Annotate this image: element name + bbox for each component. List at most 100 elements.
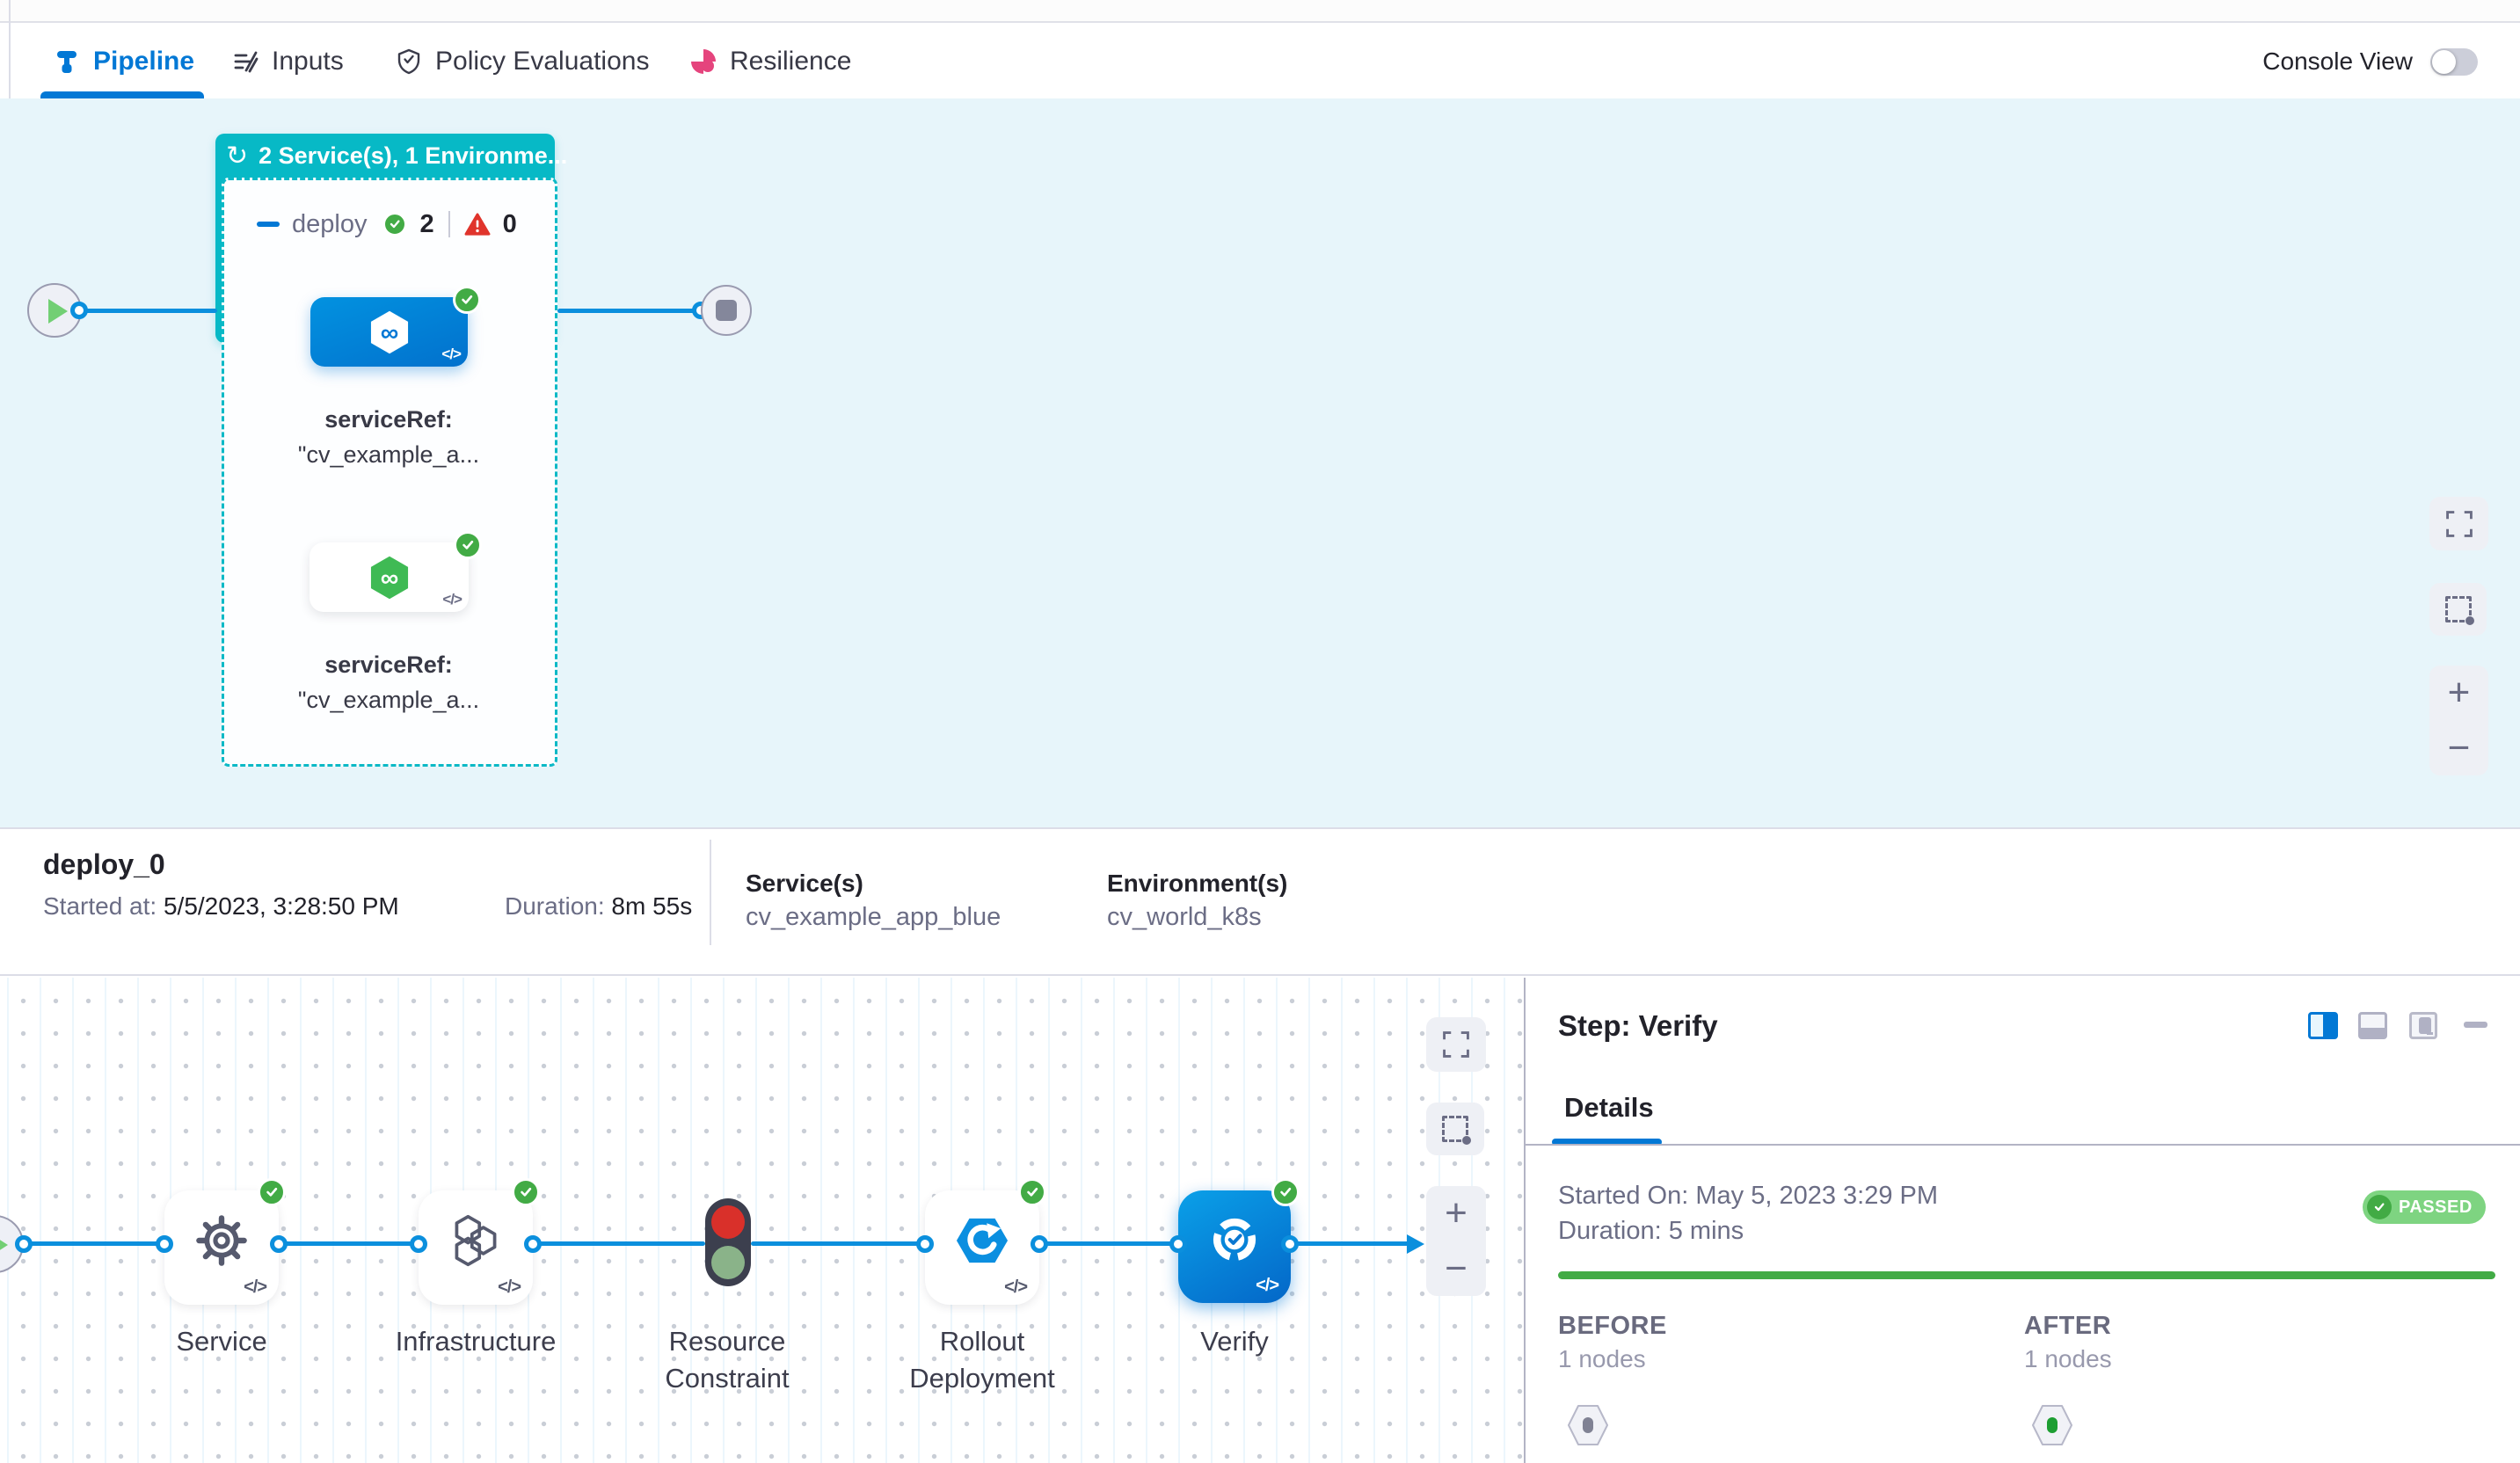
step-node-resource-constraint[interactable] [705,1198,751,1286]
rollout-icon [956,1219,1009,1263]
after-node-hexagon[interactable] [2032,1403,2072,1452]
tab-policy-evaluations[interactable]: Policy Evaluations [395,25,649,98]
success-check-icon [382,212,408,237]
tab-resilience-label: Resilience [730,47,852,76]
stage-title: deploy_0 [43,848,165,880]
status-success-badge [454,531,482,559]
status-success-badge [512,1178,540,1206]
console-view-label: Console View [2262,47,2413,75]
started-at-label: Started at: [43,892,157,920]
layout-right-panel-button[interactable] [2308,1012,2338,1039]
step-node-service[interactable]: </> [164,1178,286,1305]
harness-service-icon: ∞ [370,556,408,599]
before-label: BEFORE [1558,1312,1667,1340]
services-value[interactable]: cv_example_app_blue [746,903,1001,931]
fit-to-screen-button[interactable] [2429,497,2488,550]
collapse-icon[interactable] [257,222,280,227]
verify-icon [1213,1219,1256,1262]
step-panel-title: Step: Verify [1558,1009,1718,1042]
connector-line [29,1241,164,1246]
zoom-out-button[interactable]: − [1445,1246,1468,1290]
yaml-code-icon: </> [244,1277,267,1297]
pipeline-end-node[interactable] [701,285,752,336]
service-ref-label: serviceRef: [324,406,453,433]
warning-triangle-icon [464,213,491,236]
status-passed-label: PASSED [2399,1197,2473,1217]
service-node-blue[interactable]: ∞ </> [310,286,481,367]
connector-port [1281,1235,1299,1253]
before-node-hexagon[interactable] [1568,1403,1608,1452]
connector-port [410,1235,427,1253]
tab-details[interactable]: Details [1564,1092,1654,1123]
tab-bar: Pipeline Inputs Policy Evaluations [0,25,2520,98]
layout-bottom-panel-button[interactable] [2358,1012,2387,1039]
console-view-toggle[interactable] [2430,47,2478,76]
step-node-verify[interactable]: </> [1178,1178,1300,1303]
environments-value[interactable]: cv_world_k8s [1107,903,1262,931]
layout-floating-panel-button[interactable] [2409,1012,2437,1039]
console-view-control: Console View [2262,25,2478,98]
active-tab-underline [40,91,204,98]
tab-inputs-label: Inputs [272,47,344,76]
step-node-infrastructure[interactable]: </> [419,1178,540,1305]
pipeline-icon [57,51,76,73]
step-details-panel: Step: Verify Details Started On: May 5, … [1526,978,2520,1463]
inputs-icon [234,51,259,73]
panel-divider[interactable] [1524,978,1526,1463]
tab-policy-evaluations-label: Policy Evaluations [435,47,650,76]
summary-divider [710,840,711,945]
selection-icon [1442,1116,1471,1145]
yaml-code-icon: </> [498,1277,521,1297]
hexagon-node-icon [2032,1405,2072,1445]
play-icon [0,1233,8,1257]
zoom-in-button[interactable]: + [1445,1191,1468,1235]
tab-inputs[interactable]: Inputs [231,25,344,98]
step-duration: Duration: 5 mins [1558,1217,1744,1245]
toggle-knob [2432,49,2456,74]
zoom-in-button[interactable]: + [2447,671,2471,715]
hexagons-icon [455,1215,497,1267]
minimize-panel-button[interactable] [2464,1022,2487,1028]
expand-icon [1443,1031,1469,1058]
service-ref-value: "cv_example_a... [297,687,480,713]
connector-port [524,1235,542,1253]
hexagon-node-icon [1568,1405,1608,1445]
fit-to-screen-button[interactable] [1426,1017,1486,1072]
step-label-infrastructure: Infrastructure [395,1326,557,1357]
tab-resilience[interactable]: Resilience [689,25,851,98]
stop-icon [716,300,737,321]
step-label-service: Service [176,1326,267,1357]
connector-port [156,1235,173,1253]
box-select-button[interactable] [2429,583,2487,636]
after-node-count: 1 nodes [2024,1345,2112,1372]
harness-service-icon: ∞ [370,310,408,353]
traffic-light-green [711,1246,745,1279]
status-success-badge [1271,1178,1300,1206]
pipeline-stage-canvas[interactable]: ↻ 2 Service(s), 1 Environme... deploy 2 … [0,98,2520,827]
zoom-out-button[interactable]: − [2447,725,2471,769]
expand-icon [2445,510,2473,537]
stage-group-box[interactable] [222,178,557,767]
status-success-badge [453,286,481,314]
box-select-button[interactable] [1426,1103,1484,1155]
selection-icon [2444,596,2474,625]
resilience-icon [691,49,716,74]
duration-label: Duration: [505,892,605,920]
stage-matrix-header: ↻ 2 Service(s), 1 Environme... [226,142,567,170]
execution-canvas[interactable]: </> Service </> [0,978,1524,1463]
stage-deploy-row[interactable]: deploy 2 0 [257,208,517,240]
step-label-resource-constraint: Resource Constraint [665,1326,790,1394]
started-at-value: 5/5/2023, 3:28:50 PM [163,892,399,920]
connector-port [916,1235,934,1253]
services-heading: Service(s) [746,870,863,897]
connector-port [15,1235,33,1253]
service-node-green[interactable]: ∞ </> [310,531,482,612]
verification-progress-bar [1558,1271,2495,1279]
window-top-strip [0,0,2520,23]
step-node-rollout-deployment[interactable]: </> [925,1178,1046,1305]
yaml-code-icon: </> [1004,1277,1028,1297]
failed-count: 0 [502,209,517,238]
tab-pipeline[interactable]: Pipeline [40,25,204,98]
stage-name-label: deploy [292,209,368,238]
